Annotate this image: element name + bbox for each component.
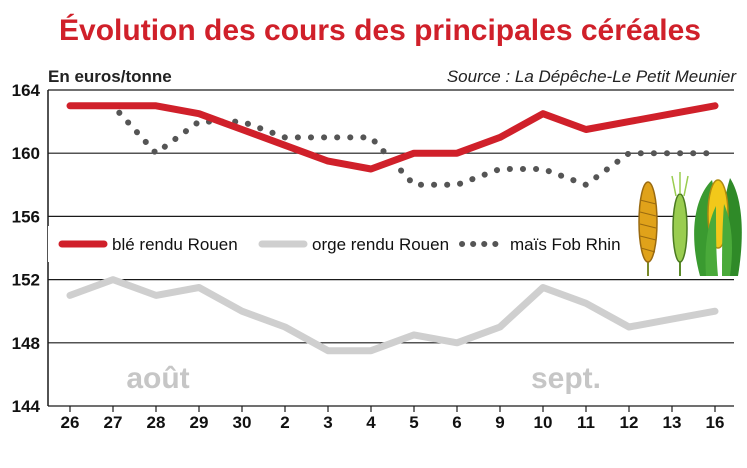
data-point-orge: [414, 334, 415, 335]
x-tick-label: 5: [409, 413, 418, 432]
data-point-orge: [715, 311, 716, 312]
data-point-ble: [371, 169, 372, 170]
series: [66, 102, 719, 355]
series-line-ble: [66, 102, 719, 173]
data-point-ble: [414, 153, 415, 154]
data-point-mais: [543, 169, 544, 170]
y-tick-label: 164: [12, 81, 41, 100]
data-point-orge: [629, 327, 630, 328]
x-tick-label: 12: [620, 413, 639, 432]
data-point-mais: [156, 153, 157, 154]
data-point-mais: [414, 184, 415, 185]
data-point-orge: [113, 279, 114, 280]
x-tick-label: 28: [147, 413, 166, 432]
legend: blé rendu Rouen orge rendu Rouen maïs Fo…: [48, 226, 656, 262]
x-tick-label: 6: [452, 413, 461, 432]
data-point-ble: [285, 145, 286, 146]
data-point-mais: [199, 121, 200, 122]
data-point-ble: [672, 113, 673, 114]
x-tick-label: 2: [280, 413, 289, 432]
data-point-mais: [242, 121, 243, 122]
data-point-orge: [500, 327, 501, 328]
x-tick-label: 11: [577, 413, 595, 432]
data-point-mais: [586, 184, 587, 185]
barley-ear-icon: [671, 172, 689, 276]
y-tick-label: 148: [12, 334, 40, 353]
wheat-ear-icon: [638, 181, 658, 276]
legend-label-orge: orge rendu Rouen: [312, 235, 449, 254]
x-tick-label: 30: [233, 413, 252, 432]
series-line-mais: [67, 102, 718, 189]
x-tick-label: 3: [323, 413, 332, 432]
corn-cob-icon: [694, 178, 742, 276]
data-point-orge: [70, 295, 71, 296]
data-point-orge: [457, 342, 458, 343]
series-line-orge: [66, 276, 719, 355]
grid: [47, 89, 734, 407]
data-point-orge: [543, 287, 544, 288]
data-point-ble: [156, 105, 157, 106]
data-point-ble: [70, 105, 71, 106]
data-point-mais: [457, 184, 458, 185]
unit-label: En euros/tonne: [48, 67, 172, 86]
data-point-orge: [672, 319, 673, 320]
data-point-ble: [113, 105, 114, 106]
data-point-ble: [242, 129, 243, 130]
data-point-mais: [715, 153, 716, 154]
data-point-mais: [328, 137, 329, 138]
x-tick-label: 9: [495, 413, 504, 432]
cereal-illustration: [638, 172, 742, 276]
x-tick-label: 16: [706, 413, 725, 432]
y-tick-label: 160: [12, 144, 40, 163]
legend-background: [48, 226, 656, 262]
data-point-orge: [285, 327, 286, 328]
data-point-orge: [586, 303, 587, 304]
x-tick-label: 26: [61, 413, 80, 432]
data-point-ble: [543, 113, 544, 114]
data-point-orge: [242, 311, 243, 312]
data-point-orge: [371, 350, 372, 351]
data-point-orge: [156, 295, 157, 296]
data-point-ble: [586, 129, 587, 130]
data-point-orge: [199, 287, 200, 288]
data-point-ble: [629, 121, 630, 122]
data-point-ble: [328, 161, 329, 162]
month-label-sept: sept.: [531, 362, 601, 395]
x-tick-label: 29: [190, 413, 209, 432]
x-tick-label: 10: [534, 413, 553, 432]
source-label: Source : La Dépêche-Le Petit Meunier: [447, 67, 738, 86]
legend-label-ble: blé rendu Rouen: [112, 235, 238, 254]
legend-label-mais: maïs Fob Rhin: [510, 235, 621, 254]
data-point-ble: [199, 113, 200, 114]
data-point-ble: [457, 153, 458, 154]
x-tick-label: 27: [104, 413, 123, 432]
y-tick-label: 152: [12, 271, 40, 290]
data-point-ble: [500, 137, 501, 138]
data-point-mais: [500, 169, 501, 170]
x-axis: 26 27 28 29 30 2 3 4 5 6 9 10 11 12 13 16: [61, 406, 725, 432]
y-axis: 144 148 152 156 160 164: [12, 81, 41, 416]
x-tick-label: 13: [663, 413, 682, 432]
data-point-mais: [672, 153, 673, 154]
data-point-orge: [328, 350, 329, 351]
chart-title: Évolution des cours des principales céré…: [59, 13, 701, 47]
x-tick-label: 4: [366, 413, 376, 432]
data-point-mais: [629, 153, 630, 154]
data-point-mais: [285, 137, 286, 138]
y-tick-label: 144: [12, 397, 41, 416]
data-point-mais: [371, 137, 372, 138]
month-label-aout: août: [126, 362, 189, 395]
y-tick-label: 156: [12, 207, 40, 226]
data-point-ble: [715, 105, 716, 106]
